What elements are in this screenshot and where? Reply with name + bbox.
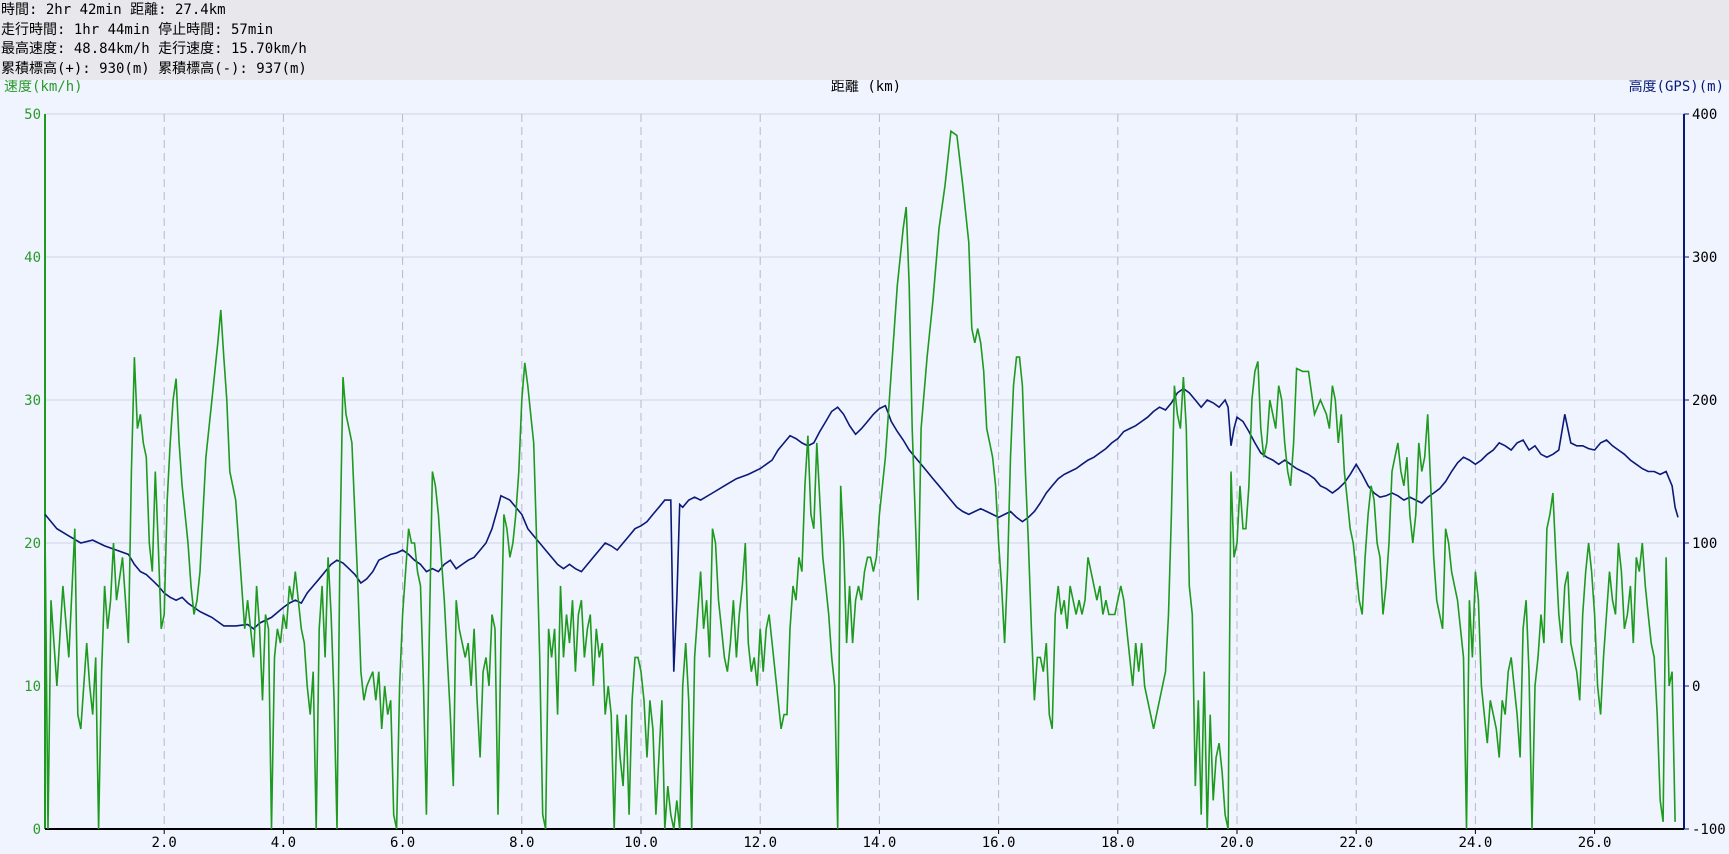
left-tick-label: 40: [24, 250, 41, 266]
summary-max-avg-speed: 最高速度: 48.84km/h 走行速度: 15.70km/h: [1, 41, 307, 57]
left-tick-label: 0: [33, 822, 41, 838]
summary-time-distance: 時間: 2hr 42min 距離: 27.4km: [1, 2, 226, 18]
right-tick-label: -100: [1692, 822, 1726, 838]
left-tick-label: 30: [24, 393, 41, 409]
summary-elevation-gain-loss: 累積標高(+): 930(m) 累積標高(-): 937(m): [1, 60, 307, 77]
right-tick-label: 200: [1692, 393, 1717, 409]
x-tick-label: 26.0: [1578, 835, 1612, 850]
right-tick-label: 400: [1692, 107, 1717, 123]
left-tick-label: 50: [24, 107, 41, 123]
x-tick-label: 16.0: [982, 835, 1016, 850]
right-axis-label: 高度(GPS)(m): [1629, 80, 1724, 95]
chart-area: 0 10 20 30 40 50 -100 0 100 200 300 400 2.0 4.0 6.0 8.0…: [0, 78, 1729, 851]
right-tick-label: 0: [1692, 679, 1700, 695]
x-tick-label: 6.0: [390, 835, 415, 850]
right-tick-label: 100: [1692, 536, 1717, 552]
x-tick-label: 14.0: [863, 835, 897, 850]
x-tick-label: 18.0: [1101, 835, 1135, 850]
x-tick-label: 4.0: [271, 835, 296, 850]
left-tick-label: 10: [24, 679, 41, 695]
x-tick-label: 12.0: [743, 835, 777, 850]
summary-panel: 時間: 2hr 42min 距離: 27.4km 走行時間: 1hr 44min…: [0, 0, 1729, 80]
x-tick-label: 2.0: [152, 835, 177, 850]
speed-series-line: [44, 129, 1676, 830]
x-tick-label: 10.0: [624, 835, 658, 850]
grid-lines: [45, 113, 1684, 829]
x-tick-label: 24.0: [1459, 835, 1493, 850]
left-axis-label: 速度(km/h): [4, 80, 83, 95]
left-tick-label: 20: [24, 536, 41, 552]
altitude-series-line: [44, 387, 1679, 672]
x-axis-label: 距離 (km): [831, 80, 901, 95]
x-tick-label: 8.0: [509, 835, 534, 850]
speed-altitude-chart: 0 10 20 30 40 50 -100 0 100 200 300 400 2.0 4.0 6.0 8.0…: [0, 78, 1729, 851]
right-tick-label: 300: [1692, 250, 1717, 266]
x-tick-label: 20.0: [1220, 835, 1254, 850]
plot-background: [0, 80, 1729, 850]
x-tick-label: 22.0: [1339, 835, 1373, 850]
axes: 0 10 20 30 40 50 -100 0 100 200 300 400 2.0 4.0 6.0 8.0…: [24, 107, 1726, 851]
summary-moving-stopped: 走行時間: 1hr 44min 停止時間: 57min: [1, 21, 274, 38]
